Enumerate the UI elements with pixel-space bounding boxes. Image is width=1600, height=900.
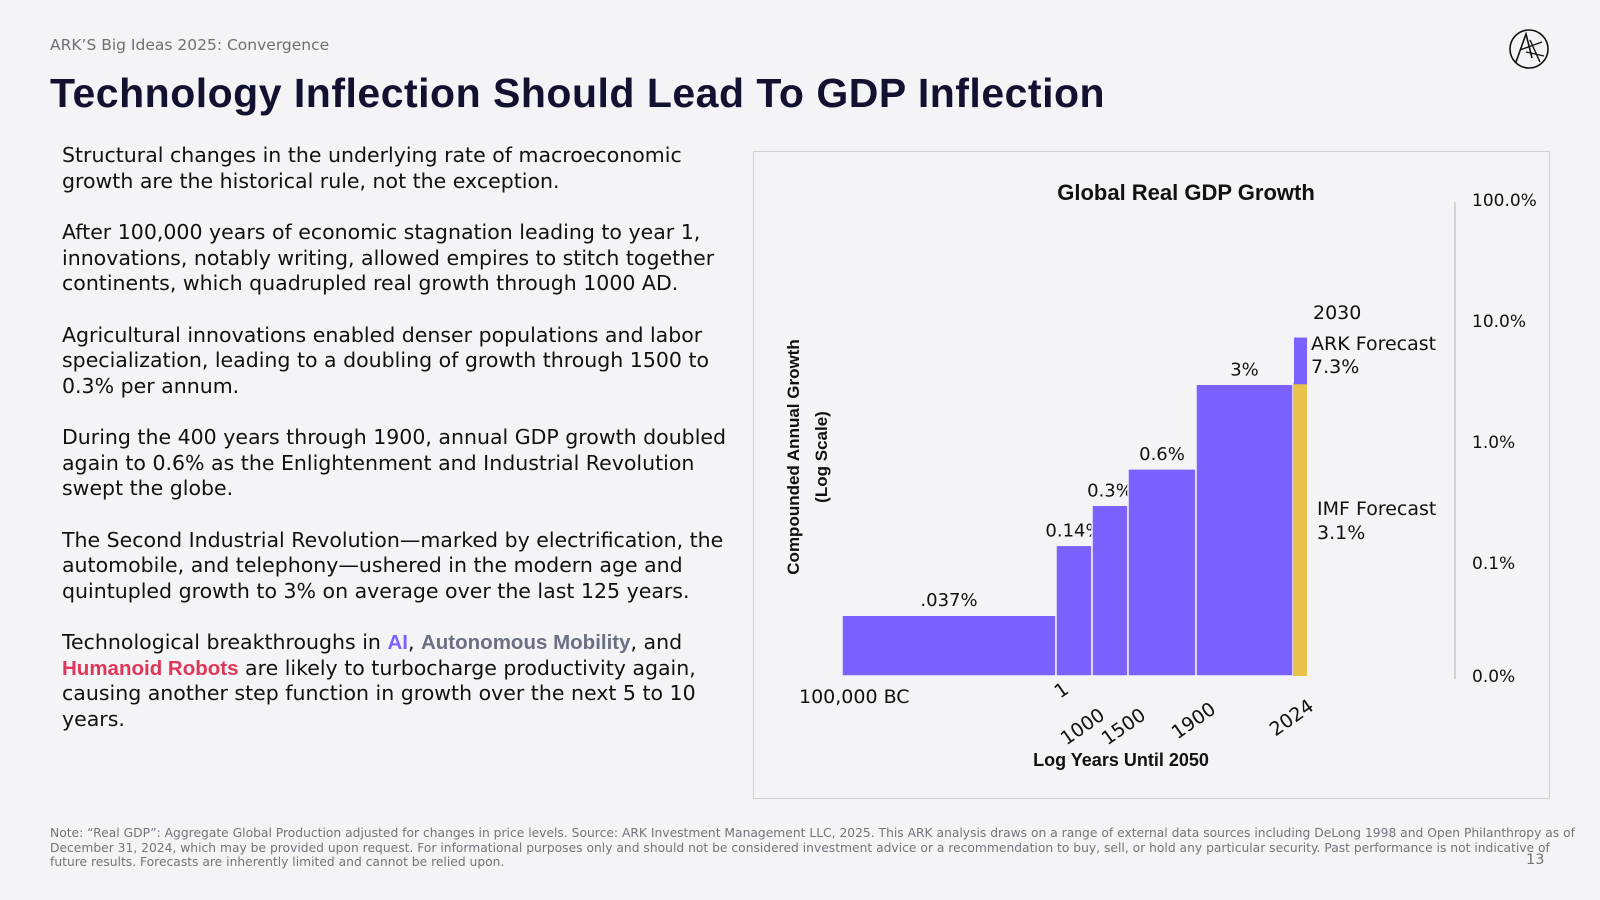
imf-forecast-bar: [1293, 382, 1307, 676]
y-axis-label-scale: (Log Scale): [812, 411, 831, 503]
p6-mid: , and: [630, 630, 683, 654]
ark-forecast-name: ARK Forecast: [1311, 333, 1436, 355]
bar-1: [841, 614, 1057, 677]
bar-2: [1055, 544, 1093, 677]
paragraph-1: Structural changes in the underlying rat…: [62, 143, 682, 193]
paragraph-4: During the 400 years through 1900, annua…: [62, 425, 727, 500]
y-axis-label: Compounded Annual Growth: [784, 339, 803, 574]
highlight-humanoid-robots: Humanoid Robots: [62, 656, 239, 680]
x-tick-label: 2024: [1266, 695, 1318, 741]
bar-4: [1127, 468, 1197, 677]
bar-value-label: 3%: [1230, 359, 1259, 380]
paragraph-3: Agricultural innovations enabled denser …: [62, 322, 710, 398]
y-tick-label: 0.0%: [1472, 667, 1515, 687]
x-tick-label: 1900: [1168, 698, 1220, 744]
p6-pre: Technological breakthroughs in: [62, 630, 388, 654]
footnote: Note: “Real GDP”: Aggregate Global Produ…: [50, 826, 1575, 869]
ark-forecast-value: 7.3%: [1311, 356, 1359, 378]
ark-forecast-year: 2030: [1313, 302, 1361, 324]
paragraph-2: After 100,000 years of economic stagnati…: [62, 220, 715, 295]
bar-value-label: 0.14%: [1045, 520, 1102, 541]
x-tick-label: 1500: [1098, 704, 1150, 750]
page-title: Technology Inflection Should Lead To GDP…: [50, 70, 1106, 116]
chart-container: Global Real GDP Growth Compounded Annual …: [753, 151, 1550, 799]
deck-subtitle: ARK’S Big Ideas 2025: Convergence: [50, 36, 330, 54]
bar-value-label: .037%: [920, 590, 977, 611]
bar-value-label: 0.6%: [1139, 444, 1185, 465]
paragraph-6: Technological breakthroughs in AI, Auton…: [62, 630, 742, 732]
p6-post: are likely to turbocharge productivity a…: [62, 655, 696, 731]
ark-forecast-bar: [1294, 337, 1307, 385]
x-tick-label: 1000: [1057, 704, 1109, 750]
highlight-autonomous-mobility: Autonomous Mobility: [420, 631, 631, 654]
body-text: Structural changes in the underlying rat…: [62, 143, 742, 758]
paragraph-5: The Second Industrial Revolution—marked …: [62, 527, 724, 603]
page-number: 13: [1526, 852, 1545, 868]
bar-3: [1091, 504, 1129, 677]
y-tick-label: 1.0%: [1472, 433, 1515, 453]
x-tick-label: 1: [1050, 678, 1073, 703]
y-tick-label: 0.1%: [1472, 554, 1515, 574]
imf-forecast-name: IMF Forecast: [1317, 498, 1436, 520]
chart-title: Global Real GDP Growth: [1057, 180, 1315, 205]
p6-comma: ,: [407, 630, 421, 654]
y-tick-label: 10.0%: [1472, 312, 1526, 332]
highlight-ai: AI: [387, 631, 408, 654]
gdp-growth-chart: Global Real GDP Growth Compounded Annual …: [784, 180, 1537, 770]
x-tick-label: 100,000 BC: [799, 686, 910, 708]
ark-logo-icon: [1509, 29, 1549, 69]
y-tick-label: 100.0%: [1472, 191, 1537, 211]
x-axis-label: Log Years Until 2050: [1033, 750, 1209, 770]
bar-5: [1195, 383, 1294, 677]
bar-value-label: 0.3%: [1087, 480, 1133, 501]
imf-forecast-value: 3.1%: [1317, 522, 1365, 544]
